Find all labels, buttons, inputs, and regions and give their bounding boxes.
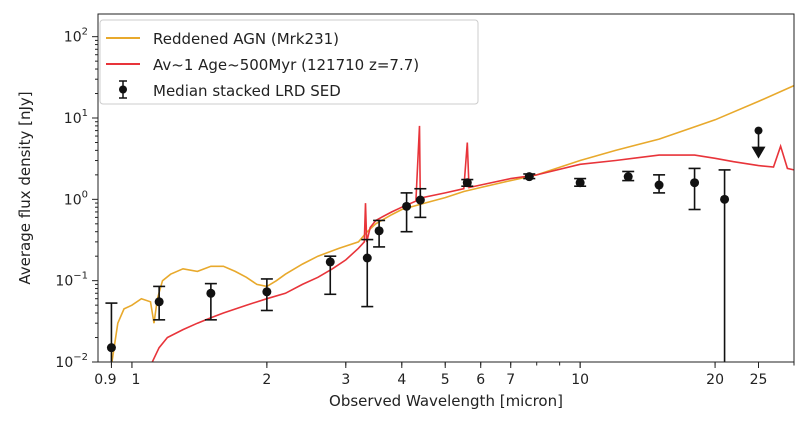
data-marker: [362, 253, 372, 263]
data-point: [105, 302, 118, 362]
data-marker: [654, 180, 664, 190]
data-marker: [402, 201, 412, 211]
data-marker: [106, 343, 116, 353]
data-point: [361, 238, 374, 308]
x-tick-label: 6: [476, 372, 485, 388]
data-point: [653, 174, 666, 194]
data-point: [204, 282, 217, 321]
data-marker: [154, 297, 164, 307]
y-tick-label: 10−1: [55, 271, 88, 290]
x-tick-label: 7: [506, 372, 515, 388]
data-marker: [623, 172, 633, 182]
x-tick-label: 1: [131, 372, 140, 388]
legend-label-agn: Reddened AGN (Mrk231): [153, 30, 339, 48]
series-line-1: [151, 125, 794, 362]
y-tick-label: 100: [64, 189, 88, 208]
data-point: [523, 172, 536, 182]
plot-area: [105, 84, 794, 362]
data-marker: [325, 257, 335, 267]
y-tick-label: 101: [64, 108, 88, 127]
data-point: [260, 278, 273, 312]
y-axis-label: Average flux density [nJy]: [16, 91, 34, 284]
x-tick-label: 5: [441, 372, 450, 388]
data-point: [414, 187, 427, 219]
data-point: [718, 169, 731, 362]
y-tick-label: 10−2: [55, 352, 88, 371]
data-marker: [415, 195, 425, 205]
data-marker: [206, 288, 216, 298]
x-tick-label: 25: [750, 372, 768, 388]
data-point: [574, 177, 587, 188]
legend-label-sed: Median stacked LRD SED: [153, 82, 341, 100]
x-tick-label: 10: [571, 372, 589, 388]
data-marker: [462, 178, 472, 188]
x-axis-label: Observed Wavelength [micron]: [329, 392, 563, 410]
legend-swatch-errorbar: [119, 80, 127, 99]
upper-limit-point: [751, 126, 766, 159]
legend: Reddened AGN (Mrk231) Av~1 Age~500Myr (1…: [99, 19, 479, 105]
x-tick-label: 2: [262, 372, 271, 388]
x-tick-label: 3: [341, 372, 350, 388]
plot-frame: [97, 13, 795, 363]
data-point: [461, 178, 474, 188]
data-point: [373, 219, 386, 248]
data-marker: [374, 226, 384, 236]
x-tick-label: 20: [706, 372, 724, 388]
data-marker: [720, 194, 730, 204]
data-point: [688, 167, 701, 211]
y-tick-label: 102: [64, 27, 88, 46]
data-marker: [690, 178, 700, 188]
data-point: [400, 192, 413, 233]
data-marker: [575, 178, 585, 188]
axes: 0.9 1 2 3 4 5 6 7 10 20 25 10−2 10−1 100 101 102: [55, 27, 795, 388]
data-marker: [524, 172, 534, 182]
legend-label-galaxy: Av~1 Age~500Myr (121710 z=7.7): [153, 56, 419, 74]
data-marker: [262, 287, 272, 297]
upper-limit-arrow-icon: [751, 146, 766, 159]
x-tick-label: 4: [397, 372, 406, 388]
data-point: [153, 285, 166, 321]
data-point: [324, 255, 337, 296]
x-tick-label: 0.9: [94, 372, 116, 388]
data-point: [622, 170, 635, 182]
series-group: [105, 84, 794, 362]
series-line-0: [111, 84, 794, 362]
legend-box: [99, 19, 479, 105]
